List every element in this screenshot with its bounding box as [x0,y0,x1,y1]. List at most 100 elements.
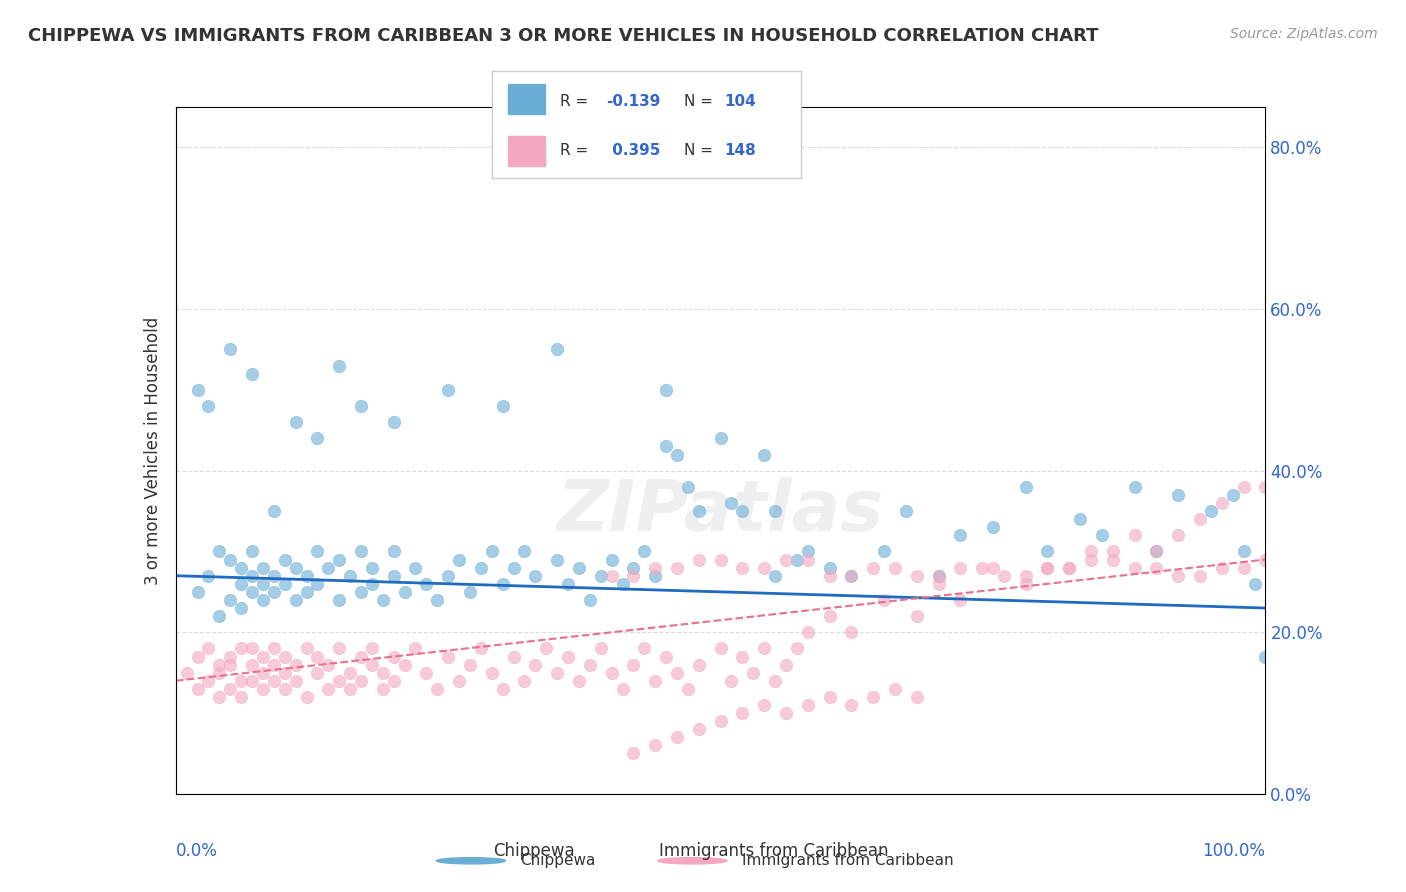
Point [546,665,568,680]
Bar [508,136,544,166]
Point [371,681,394,696]
Point [405,560,427,574]
Point [426,681,449,696]
Point [481,665,503,680]
Circle shape [658,858,727,863]
Point [307,665,329,680]
Point [219,657,242,672]
Point [1254,649,1277,664]
Point [720,496,742,510]
Point [263,568,285,582]
Point [231,560,253,574]
Point [295,641,318,656]
Point [1199,504,1222,518]
Point [350,399,373,413]
Point [688,657,710,672]
Point [328,593,350,607]
Point [240,585,263,599]
Point [710,714,733,728]
Point [437,383,460,397]
Point [1146,544,1168,558]
Point [600,568,623,582]
Point [731,649,754,664]
Point [612,576,634,591]
Point [841,625,863,640]
Text: 100.0%: 100.0% [1202,842,1265,861]
Point [470,641,492,656]
Point [621,568,644,582]
Point [252,665,274,680]
Point [676,681,699,696]
Point [361,657,384,672]
Point [274,649,297,664]
Point [841,568,863,582]
Point [274,681,297,696]
Point [841,698,863,712]
Point [197,568,219,582]
Text: Immigrants from Caribbean: Immigrants from Caribbean [658,842,889,860]
Point [579,657,602,672]
Point [655,383,678,397]
Point [1059,560,1081,574]
Point [295,585,318,599]
Text: 0.395: 0.395 [606,143,659,158]
Point [219,649,242,664]
Point [621,657,644,672]
Point [754,560,776,574]
Point [318,560,340,574]
Point [208,609,231,624]
Point [981,520,1004,534]
Point [350,585,373,599]
Point [1146,560,1168,574]
Point [1015,480,1038,494]
Point [873,593,896,607]
Point [1167,568,1189,582]
Point [361,576,384,591]
Point [197,673,219,688]
Point [797,625,820,640]
Point [993,568,1015,582]
Point [633,641,655,656]
Point [263,657,285,672]
Point [295,568,318,582]
Point [447,673,470,688]
Point [1036,544,1059,558]
Point [818,560,841,574]
Text: Chippewa: Chippewa [494,842,575,860]
Point [382,544,405,558]
Point [231,601,253,615]
Text: 104: 104 [724,94,756,109]
Point [219,593,242,607]
Point [240,568,263,582]
Point [231,673,253,688]
Point [394,657,416,672]
Point [612,681,634,696]
Point [1233,480,1256,494]
Point [394,585,416,599]
Point [1167,488,1189,502]
Point [437,649,460,664]
Point [557,649,579,664]
Point [884,681,907,696]
Point [655,439,678,453]
Point [240,657,263,672]
Point [797,552,820,566]
Point [655,649,678,664]
Point [263,585,285,599]
Point [492,576,515,591]
Point [1211,560,1233,574]
Point [1091,528,1114,542]
Point [361,641,384,656]
Point [231,641,253,656]
Point [295,690,318,704]
Point [502,560,524,574]
Point [600,552,623,566]
Point [972,560,994,574]
Point [458,585,481,599]
Point [328,552,350,566]
Point [328,673,350,688]
Point [688,723,710,737]
Point [1015,576,1038,591]
Point [318,681,340,696]
Point [252,560,274,574]
